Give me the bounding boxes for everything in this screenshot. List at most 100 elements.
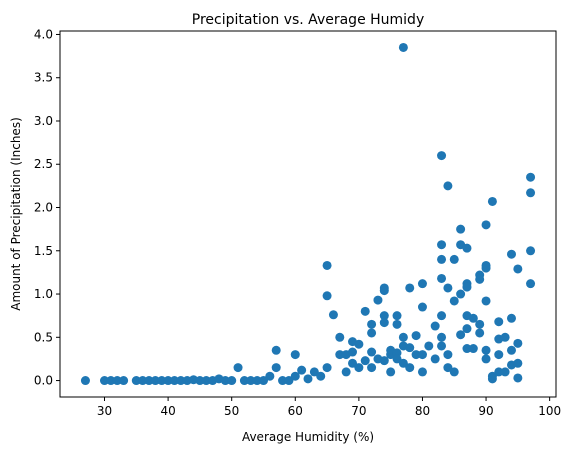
data-point: [412, 331, 421, 340]
data-point: [507, 346, 516, 355]
data-point: [437, 151, 446, 160]
data-point: [450, 367, 459, 376]
data-point: [526, 173, 535, 182]
y-tick-label: 0.5: [34, 330, 53, 344]
data-point: [335, 333, 344, 342]
data-point: [354, 340, 363, 349]
data-point: [393, 311, 402, 320]
data-point: [513, 373, 522, 382]
x-tick-label: 70: [351, 404, 366, 418]
x-axis-label: Average Humidity (%): [242, 430, 374, 444]
x-tick-label: 50: [224, 404, 239, 418]
data-point: [475, 320, 484, 329]
data-point: [513, 264, 522, 273]
data-point: [501, 367, 510, 376]
data-point: [437, 341, 446, 350]
data-point: [323, 363, 332, 372]
data-point: [380, 286, 389, 295]
data-point: [437, 311, 446, 320]
points-layer: [81, 43, 535, 385]
y-tick-label: 4.0: [34, 27, 53, 41]
data-point: [513, 339, 522, 348]
data-point: [399, 43, 408, 52]
data-point: [526, 188, 535, 197]
data-point: [81, 376, 90, 385]
data-point: [431, 354, 440, 363]
data-point: [329, 310, 338, 319]
data-point: [507, 250, 516, 259]
y-axis-ticks: 0.0 0.5 1.0 1.5 2.0 2.5 3.0 3.5 4.0: [34, 27, 60, 387]
data-point: [373, 296, 382, 305]
y-tick-label: 3.0: [34, 114, 53, 128]
x-tick-label: 90: [478, 404, 493, 418]
data-point: [227, 376, 236, 385]
data-point: [424, 341, 433, 350]
data-point: [418, 367, 427, 376]
data-point: [418, 303, 427, 312]
data-point: [323, 291, 332, 300]
data-point: [482, 354, 491, 363]
data-point: [526, 279, 535, 288]
data-point: [437, 333, 446, 342]
x-tick-label: 60: [288, 404, 303, 418]
data-point: [482, 296, 491, 305]
x-tick-label: 30: [97, 404, 112, 418]
data-point: [405, 343, 414, 352]
y-tick-label: 2.5: [34, 157, 53, 171]
y-tick-label: 3.5: [34, 71, 53, 85]
data-point: [443, 283, 452, 292]
data-point: [437, 240, 446, 249]
data-point: [469, 344, 478, 353]
data-point: [462, 324, 471, 333]
data-point: [488, 197, 497, 206]
data-point: [450, 255, 459, 264]
chart-title: Precipitation vs. Average Humidy: [192, 12, 424, 28]
data-point: [291, 350, 300, 359]
x-tick-label: 40: [160, 404, 175, 418]
data-point: [272, 346, 281, 355]
data-point: [361, 356, 370, 365]
data-point: [316, 372, 325, 381]
x-tick-label: 80: [415, 404, 430, 418]
data-point: [494, 350, 503, 359]
data-point: [437, 274, 446, 283]
data-point: [443, 181, 452, 190]
data-point: [323, 261, 332, 270]
data-point: [450, 296, 459, 305]
data-point: [361, 307, 370, 316]
data-point: [456, 225, 465, 234]
x-axis-ticks: 30 40 50 60 70 80 90 100: [97, 397, 561, 418]
data-point: [367, 320, 376, 329]
data-point: [482, 264, 491, 273]
data-point: [348, 348, 357, 357]
data-point: [304, 374, 313, 383]
data-point: [367, 363, 376, 372]
y-tick-label: 2.0: [34, 201, 53, 215]
data-point: [342, 367, 351, 376]
data-point: [507, 314, 516, 323]
data-point: [475, 328, 484, 337]
data-point: [526, 246, 535, 255]
data-point: [456, 290, 465, 299]
data-point: [386, 367, 395, 376]
data-point: [462, 283, 471, 292]
x-tick-label: 100: [538, 404, 561, 418]
y-tick-label: 1.0: [34, 287, 53, 301]
data-point: [494, 317, 503, 326]
data-point: [405, 283, 414, 292]
data-point: [513, 359, 522, 368]
data-point: [443, 350, 452, 359]
data-point: [431, 322, 440, 331]
data-point: [405, 363, 414, 372]
data-point: [367, 348, 376, 357]
data-point: [501, 333, 510, 342]
data-point: [367, 328, 376, 337]
y-tick-label: 1.5: [34, 244, 53, 258]
data-point: [297, 366, 306, 375]
data-point: [399, 333, 408, 342]
data-point: [380, 318, 389, 327]
data-point: [462, 244, 471, 253]
data-point: [354, 363, 363, 372]
y-tick-label: 0.0: [34, 374, 53, 388]
